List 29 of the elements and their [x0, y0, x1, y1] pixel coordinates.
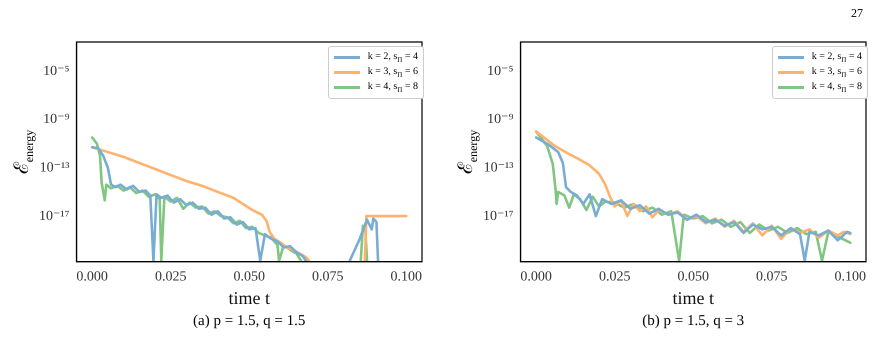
- x-tick-label: 0.000: [76, 270, 108, 285]
- x-tick-label: 0.050: [233, 270, 265, 285]
- legend-label: k = 4, s$_{Π}$ = 8: [812, 81, 862, 94]
- y-tick-label: 10⁻⁵: [487, 64, 514, 79]
- x-tick-label: 0.100: [834, 270, 866, 285]
- x-tick-label: 0.100: [390, 270, 422, 285]
- x-tick-label: 0.000: [520, 270, 552, 285]
- y-tick-label: 10⁻¹³: [484, 160, 514, 176]
- x-tick-label: 0.075: [756, 270, 788, 285]
- x-tick-label: 0.025: [154, 270, 186, 285]
- legend-label: k = 4, s$_{Π}$ = 8: [368, 81, 418, 94]
- legend-label: k = 3, s$_{Π}$ = 6: [812, 66, 862, 79]
- x-tick-label: 0.050: [677, 270, 709, 285]
- y-tick-label: 10⁻⁹: [487, 112, 514, 128]
- legend-label: k = 2, s$_{Π}$ = 4: [812, 51, 862, 64]
- y-tick-label: 10⁻¹⁷: [483, 208, 514, 224]
- legend-label: k = 2, s$_{Π}$ = 4: [368, 51, 418, 64]
- x-axis-title: time t: [228, 288, 270, 308]
- x-tick-label: 0.025: [598, 270, 630, 285]
- text: (b) p = 1.5, q = 3: [642, 313, 744, 330]
- text: 27: [851, 6, 863, 21]
- y-tick-label: 10⁻¹⁷: [39, 208, 70, 224]
- y-tick-label: 10⁻⁹: [43, 112, 70, 128]
- x-axis-title: time t: [672, 288, 714, 308]
- x-tick-label: 0.075: [312, 270, 344, 285]
- y-tick-label: 10⁻⁵: [43, 64, 70, 79]
- text: (a) p = 1.5, q = 1.5: [193, 313, 306, 330]
- legend-label: k = 3, s$_{Π}$ = 6: [368, 66, 418, 79]
- y-tick-label: 10⁻¹³: [40, 160, 70, 176]
